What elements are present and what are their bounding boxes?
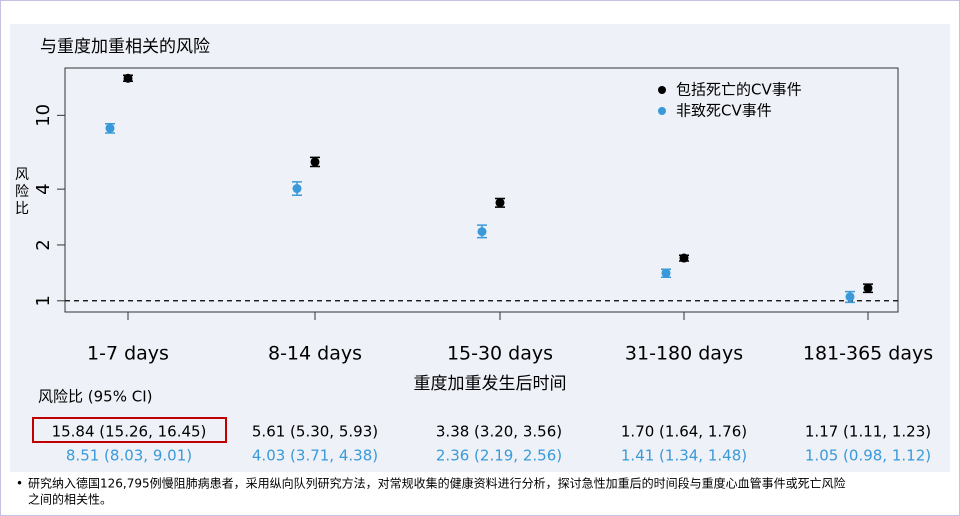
x-tick-label: 15-30 days: [447, 343, 553, 365]
point: [105, 123, 115, 133]
y-tick-label: 1: [33, 295, 54, 306]
x-axis-label: 重度加重发生后时间: [414, 374, 567, 394]
legend-label: 非致死CV事件: [676, 102, 772, 120]
table-cell: 8.51 (8.03, 9.01): [66, 447, 192, 465]
highlight-box: [32, 417, 227, 443]
y-tick-label: 2: [33, 239, 54, 250]
legend-label: 包括死亡的CV事件: [676, 81, 802, 99]
point: [661, 268, 671, 278]
y-tick-label: 10: [33, 104, 54, 127]
x-tick-label: 181-365 days: [803, 343, 933, 365]
footnote-line: 之间的相关性。: [28, 492, 112, 507]
y-axis-label: 比: [15, 201, 29, 217]
table-cell: 3.38 (3.20, 3.56): [436, 423, 562, 441]
point: [123, 73, 133, 83]
point: [495, 198, 505, 208]
table-cell: 1.17 (1.11, 1.23): [805, 423, 931, 441]
table-cell: 15.84 (15.26, 16.45): [52, 423, 207, 441]
y-axis-label: 险: [15, 184, 29, 200]
table-cell: 4.03 (3.71, 4.38): [252, 447, 378, 465]
bullet: •: [16, 477, 23, 491]
table-cell: 2.36 (2.19, 2.56): [436, 447, 562, 465]
point: [863, 283, 873, 293]
point: [310, 157, 320, 167]
table-title: 风险比 (95% CI): [38, 388, 152, 406]
table-cell: 5.61 (5.30, 5.93): [252, 423, 378, 441]
point: [477, 227, 487, 237]
footnote-line: 研究纳入德国126,795例慢阻肺病患者，采用纵向队列研究方法，对常规收集的健康…: [28, 476, 846, 491]
y-tick-label: 4: [33, 183, 54, 194]
table-cell: 1.70 (1.64, 1.76): [621, 423, 747, 441]
y-axis-label: 风: [15, 167, 29, 183]
legend-marker: [658, 107, 666, 115]
table-cell: 1.41 (1.34, 1.48): [621, 447, 747, 465]
x-tick-label: 31-180 days: [625, 343, 743, 365]
legend-marker: [658, 86, 666, 94]
panel: [10, 24, 950, 472]
point: [679, 253, 689, 263]
plot-frame: [64, 67, 899, 313]
chart-title: 与重度加重相关的风险: [40, 37, 210, 57]
point: [292, 184, 302, 194]
x-tick-label: 1-7 days: [87, 343, 169, 365]
table-cell: 1.05 (0.98, 1.12): [805, 447, 931, 465]
point: [845, 292, 855, 302]
x-tick-label: 8-14 days: [268, 343, 362, 365]
